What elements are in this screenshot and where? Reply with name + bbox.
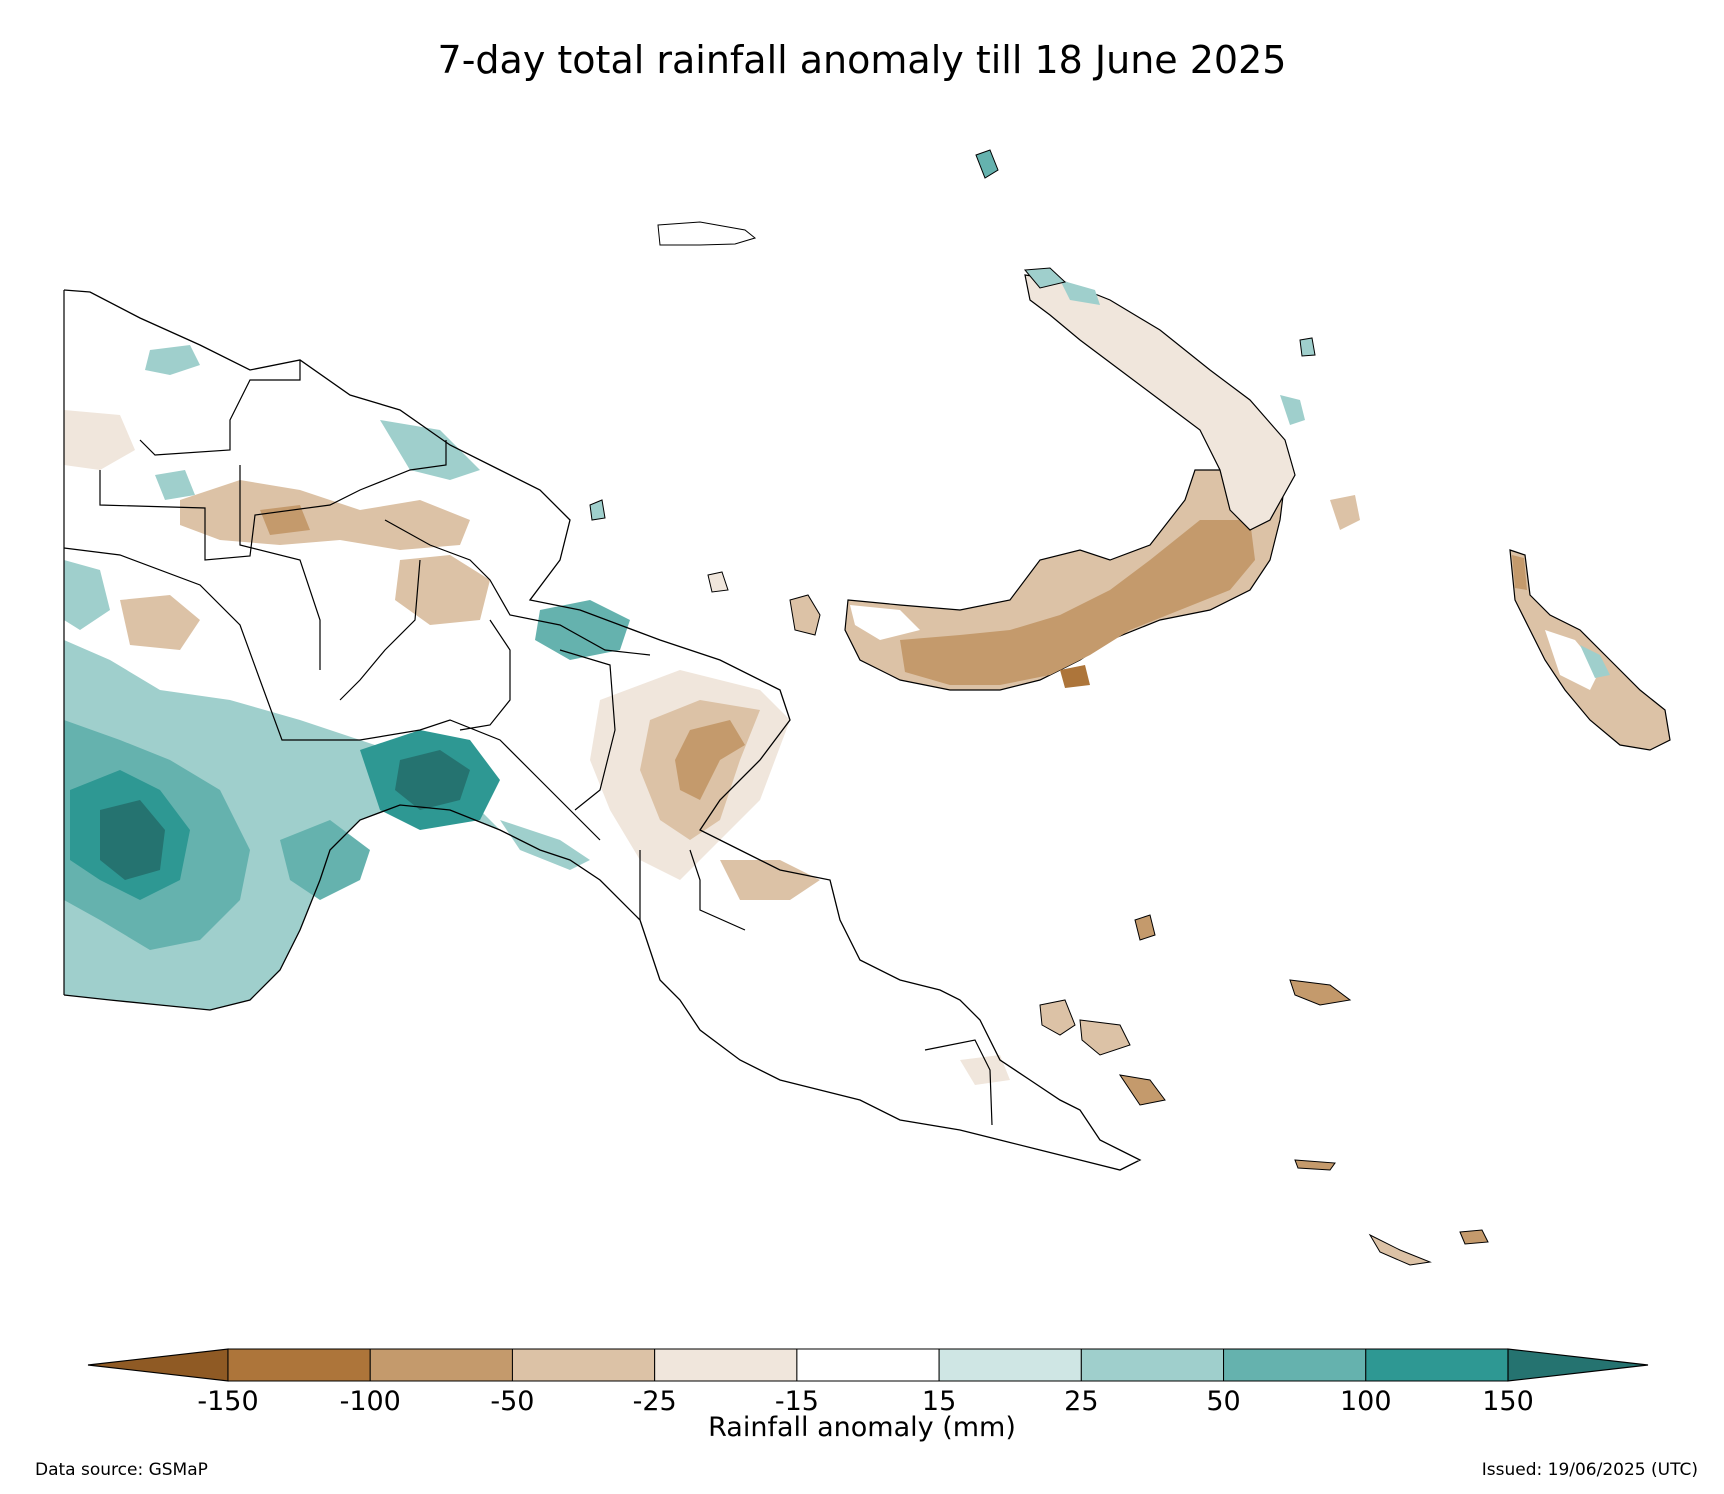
colorbar-segment [511, 1348, 656, 1382]
wet-gulf-coast-core [395, 750, 470, 810]
bougainville-wet [1580, 645, 1610, 678]
colorbar-segment [938, 1348, 1082, 1382]
colorbar-tick-label: -15 [774, 1386, 819, 1417]
mainland-coastline [63, 289, 1142, 1171]
map-small-islands [589, 149, 1489, 1266]
colorbar-segment [227, 1348, 371, 1382]
trobriand-islands [1134, 914, 1156, 941]
bougainville-dry-north [1512, 555, 1527, 590]
colorbar-tick-label: 50 [1206, 1386, 1241, 1417]
woodlark-island [1289, 979, 1352, 1006]
colorbar-tick-label: 150 [1482, 1386, 1534, 1417]
sudest-island [1368, 1233, 1432, 1266]
colorbar-tick-label: -150 [197, 1386, 259, 1417]
wet-sepik-patch-2 [155, 470, 195, 500]
new-britain-dry-core [900, 520, 1255, 685]
colorbar-extend-high [1507, 1348, 1649, 1382]
new-hanover-island [1023, 267, 1067, 289]
umboi-island [789, 594, 821, 636]
bougainville-white [1545, 630, 1600, 690]
new-ireland-island [1024, 274, 1296, 531]
new-ireland-wet-2 [1280, 395, 1305, 425]
colorbar-segment [654, 1348, 798, 1382]
issued-note: Issued: 19/06/2025 (UTC) [1481, 1460, 1698, 1480]
dry-morobe-south [720, 860, 820, 900]
wet-sepik-patch [145, 345, 200, 375]
colorbar-segment [369, 1348, 513, 1382]
colorbar-tick-label: 15 [921, 1386, 957, 1417]
data-source-note: Data source: GSMaP [35, 1460, 208, 1480]
dry-milne-bay-light [960, 1055, 1010, 1085]
misima-island [1294, 1159, 1336, 1171]
new-ireland-dry-south [1330, 495, 1360, 530]
dry-highlands-west [120, 595, 200, 650]
colorbar-label: Rainfall anomaly (mm) [708, 1412, 1016, 1443]
dry-huon-core [675, 720, 745, 800]
map-bougainville [1509, 549, 1671, 751]
buka-island [1299, 337, 1316, 357]
colorbar-tick-label: -50 [490, 1386, 535, 1417]
wet-fly-delta [280, 820, 370, 900]
map-mainland [64, 290, 1140, 1170]
manus-island [657, 221, 757, 246]
karkar-island [589, 499, 606, 521]
new-britain-island [844, 469, 1286, 691]
fergusson-island [1079, 1019, 1131, 1056]
new-britain-west-white [850, 605, 920, 640]
map-new-britain [844, 469, 1286, 691]
normanby-island [1118, 1074, 1166, 1106]
dry-light-west [64, 410, 135, 470]
wet-south-west-extreme [100, 800, 165, 880]
colorbar-segment [1365, 1348, 1509, 1382]
rossel-island [1459, 1229, 1489, 1245]
colorbar-segment [796, 1348, 940, 1382]
wet-madang-coast [535, 600, 630, 660]
colorbar-segment [1223, 1348, 1367, 1382]
colorbar [87, 1348, 1649, 1382]
province-borders [63, 290, 993, 1126]
wet-west-border [64, 560, 110, 630]
colorbar-tick-label: 25 [1064, 1386, 1099, 1417]
colorbar-segment [1080, 1348, 1225, 1382]
map-new-ireland [1024, 274, 1360, 531]
wet-south-east-band [500, 820, 590, 870]
mussau-island [975, 149, 999, 179]
new-britain-dry-spot [1060, 665, 1090, 688]
long-island [707, 571, 729, 593]
goodenough-island [1039, 999, 1076, 1036]
colorbar-tick-label: -25 [632, 1386, 677, 1417]
map-title: 7-day total rainfall anomaly till 18 Jun… [437, 38, 1287, 82]
colorbar-tick-label: -100 [339, 1386, 401, 1417]
colorbar-tick-label: 100 [1339, 1386, 1392, 1417]
wet-north-coast [380, 420, 480, 480]
colorbar-extend-low [87, 1348, 229, 1382]
new-ireland-wet [1060, 280, 1100, 305]
